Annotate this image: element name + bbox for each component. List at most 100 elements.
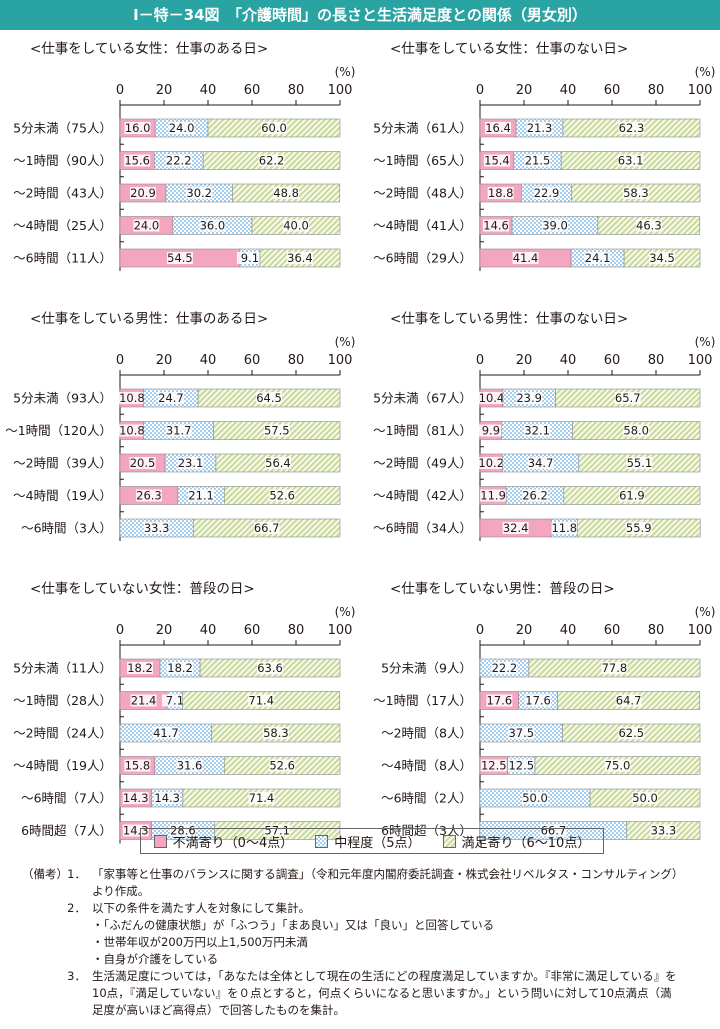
data-label: 56.4 — [265, 456, 291, 470]
x-tick-label: 0 — [476, 353, 484, 368]
data-label: 26.2 — [522, 489, 548, 503]
data-label: 28.6 — [170, 824, 196, 838]
data-label: 32.1 — [524, 424, 550, 438]
category-label: 5分未満（9人） — [381, 661, 472, 676]
legend-label-neutral: 中程度（5点） — [334, 835, 421, 851]
data-label-bg — [124, 759, 151, 772]
category-label: ～6時間（2人） — [381, 791, 472, 806]
data-label: 54.5 — [167, 251, 193, 265]
data-label: 57.5 — [264, 424, 290, 438]
x-tick-label: 20 — [516, 83, 533, 98]
data-label: 14.3 — [154, 791, 180, 805]
category-label: ～4時間（19人） — [13, 488, 112, 503]
x-tick-label: 0 — [476, 623, 484, 638]
data-label-bg — [161, 694, 188, 707]
axis-unit: (%) — [695, 335, 716, 349]
category-label: ～1時間（81人） — [373, 423, 472, 438]
data-label-bg — [480, 759, 507, 772]
category-label: ～4時間（8人） — [381, 758, 472, 773]
data-label: 16.4 — [485, 121, 511, 135]
data-label: 26.3 — [136, 489, 162, 503]
x-tick-label: 100 — [688, 83, 713, 98]
category-label: ～4時間（19人） — [13, 758, 112, 773]
legend-swatch-blue — [315, 834, 329, 848]
data-label-bg — [129, 457, 156, 469]
note-1: （備考） 1． 「家事等と仕事のバランスに関する調査」（令和元年度内閣府委託調査… — [22, 866, 712, 900]
data-label-bg — [236, 252, 263, 264]
data-label-bg — [623, 424, 650, 437]
data-label: 58.0 — [623, 424, 649, 438]
data-label: 62.5 — [618, 726, 644, 740]
category-label: ～6時間（29人） — [373, 251, 472, 266]
chart-panel-working-men-dayoff: <仕事をしている男性：仕事のない日> (%) 0 20 40 60 80 100 5分未満（67… — [373, 311, 716, 541]
x-tick-label: 20 — [156, 353, 173, 368]
data-label-bg — [264, 824, 291, 837]
data-label-bg — [269, 759, 296, 772]
data-label: 20.9 — [130, 186, 156, 200]
data-label: 50.0 — [522, 791, 548, 805]
data-label: 36.0 — [200, 219, 226, 233]
data-label: 31.7 — [166, 424, 192, 438]
x-tick-label: 60 — [244, 83, 261, 98]
data-label: 52.6 — [269, 759, 295, 773]
x-tick-label: 0 — [116, 83, 124, 98]
data-label-bg — [262, 727, 289, 739]
data-label-bg — [143, 522, 170, 534]
data-label-bg — [617, 154, 644, 167]
note-line: 「家事等と仕事のバランスに関する調査」（令和元年度内閣府委託調査・株式会社リベル… — [92, 867, 684, 881]
data-label-bg — [256, 392, 283, 404]
data-label-bg — [286, 252, 313, 264]
data-label-bg — [129, 187, 156, 199]
data-label: 9.9 — [482, 424, 500, 438]
data-label-bg — [522, 792, 548, 804]
legend-label-dissatisfied: 不満寄り（0～4点） — [172, 835, 294, 851]
data-label: 15.6 — [124, 154, 150, 168]
data-label: 24.1 — [585, 251, 611, 265]
x-tick-label: 100 — [328, 623, 353, 638]
data-label: 52.6 — [269, 489, 295, 503]
data-label: 10.8 — [119, 391, 145, 405]
data-label-bg — [165, 424, 192, 437]
data-label: 61.9 — [619, 489, 645, 503]
data-label-bg — [176, 759, 203, 772]
data-label: 14.6 — [483, 219, 509, 233]
data-label-bg — [512, 252, 539, 264]
data-label: 55.9 — [626, 521, 652, 535]
category-label: ～2時間（43人） — [13, 186, 112, 201]
data-label: 50.0 — [632, 791, 658, 805]
data-label: 48.8 — [273, 186, 299, 200]
data-label: 17.6 — [525, 694, 551, 708]
category-label: 5分未満（93人） — [13, 391, 112, 406]
data-label-bg — [165, 154, 192, 167]
data-label: 41.7 — [153, 726, 179, 740]
category-label: ～1時間（28人） — [13, 693, 112, 708]
category-label: ～6時間（34人） — [373, 521, 472, 536]
data-label-bg — [635, 219, 662, 232]
data-label-bg — [478, 457, 505, 469]
data-label-bg — [263, 424, 290, 437]
data-label: 33.3 — [144, 521, 170, 535]
category-label: ～2時間（8人） — [381, 726, 472, 741]
category-label: ～6時間（7人） — [21, 791, 112, 806]
data-label: 21.4 — [131, 694, 157, 708]
data-label: 11.9 — [480, 489, 506, 503]
chart-legend: 不満寄り（0～4点） 中程度（5点） 満足寄り（6～10点） — [140, 828, 604, 854]
data-label-bg — [177, 457, 204, 469]
data-label-bg — [253, 522, 280, 534]
data-label: 14.3 — [123, 824, 149, 838]
data-label: 34.7 — [528, 456, 554, 470]
data-label-bg — [167, 662, 194, 674]
chart-panel-working-women-workday: <仕事をしている女性：仕事のある日> (%) 0 20 40 60 80 100 5分未満（75… — [13, 40, 355, 271]
data-label-bg — [626, 457, 653, 469]
x-tick-label: 40 — [200, 353, 217, 368]
x-tick-label: 100 — [328, 353, 353, 368]
data-label-bg — [154, 792, 181, 804]
chart-panel-working-women-dayoff: <仕事をしている女性：仕事のない日> (%) 0 20 40 60 80 100 5分未満（61… — [373, 40, 715, 271]
data-label: 31.6 — [177, 759, 203, 773]
legend-label-satisfied: 満足寄り（6～10点） — [461, 835, 591, 851]
data-label-bg — [283, 219, 309, 232]
data-label-bg — [478, 392, 505, 404]
data-label: 64.5 — [256, 391, 282, 405]
data-label: 66.7 — [541, 824, 567, 838]
x-tick-label: 20 — [156, 83, 173, 98]
